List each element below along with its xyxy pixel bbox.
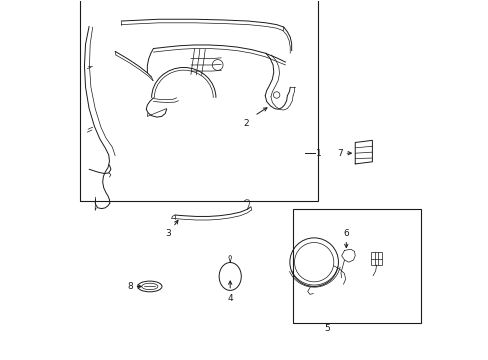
Text: 1: 1 [315, 149, 321, 158]
Text: 7: 7 [336, 149, 342, 158]
Bar [80, 0, 317, 202]
Text: 5: 5 [323, 324, 329, 333]
Text: 4: 4 [227, 294, 233, 303]
Bar [370, 252, 381, 265]
Text: 8: 8 [127, 282, 133, 291]
Text: 2: 2 [243, 118, 248, 127]
Text: 6: 6 [343, 229, 348, 238]
Bar [292, 208, 421, 323]
Text: 3: 3 [164, 229, 170, 238]
